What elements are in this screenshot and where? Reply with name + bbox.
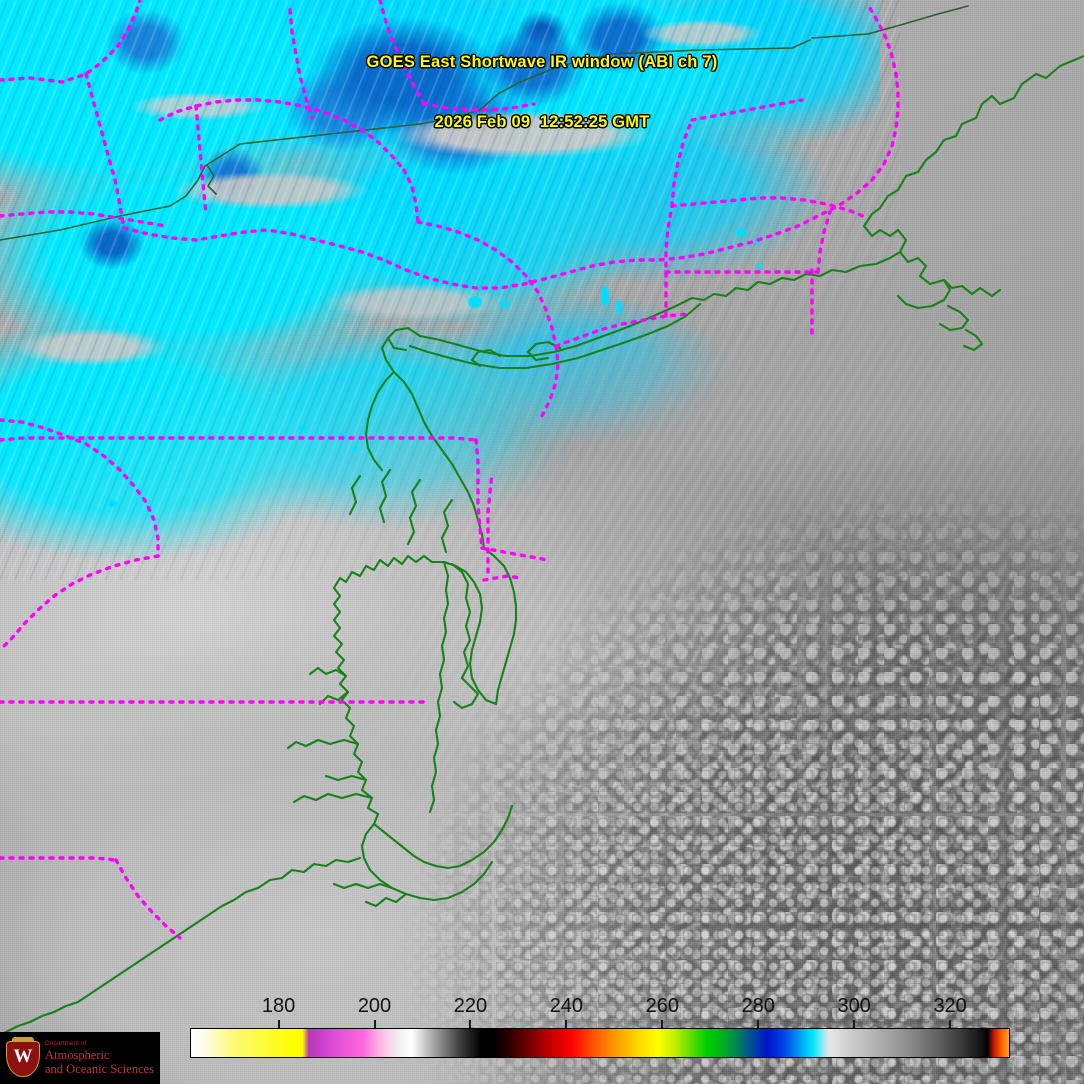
cloud-clear-slots (0, 0, 900, 560)
colorbar-gradient (190, 1028, 1010, 1058)
colorbar-tick-label: 280 (741, 995, 775, 1017)
colorbar-tick-mark (661, 1020, 664, 1028)
colorbar-tick-label: 240 (549, 995, 584, 1017)
cloud-cell (616, 300, 622, 314)
colorbar: 180 200 220 240 260 280 300 320 (0, 988, 1084, 1084)
colorbar-tick-label: 300 (837, 995, 871, 1017)
colorbar-tick-label: 320 (933, 995, 967, 1017)
cloud-cell (352, 446, 357, 452)
uw-crest-icon: W (6, 1037, 40, 1079)
state-border-lines (0, 0, 900, 940)
uw-aos-logo: W Department of Atmospheric and Oceanic … (0, 1032, 160, 1084)
crest-crown-icon (12, 1037, 34, 1044)
logo-name-line2: and Oceanic Sciences (45, 1062, 154, 1076)
cloud-cell (500, 300, 509, 308)
colorbar-tick-mark (277, 1020, 280, 1028)
cloud-cell (757, 262, 762, 270)
crest-shield-icon (6, 1041, 40, 1077)
colorbar-tick-marks (190, 1020, 1010, 1028)
cloud-cell (736, 228, 746, 237)
political-border-lines (0, 5, 969, 241)
colorbar-tick-mark (757, 1020, 760, 1028)
cloud-cell (601, 286, 609, 306)
colorbar-tick-mark (853, 1020, 856, 1028)
logo-dept-line: Department of (45, 1040, 87, 1047)
cloud-cell (108, 500, 117, 507)
colorbar-tick-mark (949, 1020, 952, 1028)
cloud-cell (338, 432, 344, 440)
cloud-banding-texture (0, 0, 900, 580)
colorbar-tick-label: 180 (261, 995, 296, 1017)
colorbar-tick-labels: 180 200 220 240 260 280 300 320 (190, 994, 1010, 1020)
cloud-cell (299, 425, 306, 431)
cloud-cell (468, 296, 482, 308)
colorbar-tick-mark (373, 1020, 376, 1028)
colorbar-tick-mark (565, 1020, 568, 1028)
crest-letter: W (13, 1046, 33, 1067)
coastline (0, 54, 1084, 1038)
colorbar-tick-label: 200 (357, 995, 392, 1017)
logo-text: Department of Atmospheric and Oceanic Sc… (45, 1040, 160, 1076)
colorbar-tick-label: 260 (645, 995, 679, 1017)
logo-name-line1: Atmospheric (45, 1048, 110, 1062)
colorbar-tick-label: 220 (453, 995, 488, 1017)
colorbar-tick-mark (469, 1020, 472, 1028)
